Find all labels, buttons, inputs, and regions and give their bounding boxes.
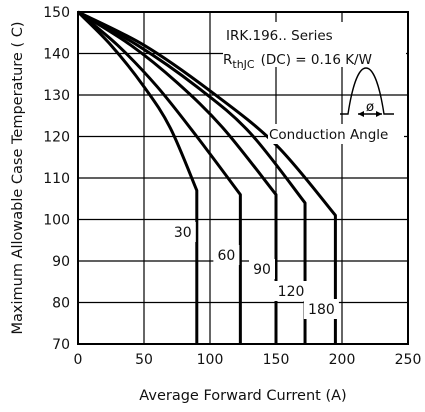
series-label-120: 120 [278, 284, 305, 300]
y-axis-label: Maximum Allowable Case Temperature ( C) [10, 21, 26, 334]
phi-symbol: ø [366, 99, 374, 115]
y-tick-3: 100 [43, 213, 70, 229]
series-line-180 [77, 10, 337, 344]
rthjc-value: (DC) = 0.16 K/W [261, 52, 372, 68]
x-tick-0: 0 [74, 352, 83, 368]
series-label-bg-90 [249, 259, 275, 279]
y-tick-8: 150 [43, 5, 70, 21]
series-label-90: 90 [253, 262, 271, 278]
conduction-label-bg [268, 124, 404, 144]
series-label-30: 30 [174, 225, 192, 241]
curves [76, 10, 337, 344]
x-tick-1: 50 [135, 352, 153, 368]
x-tick-2: 100 [197, 352, 224, 368]
series-label-bg-60 [213, 245, 240, 265]
y-tick-5: 120 [43, 130, 70, 146]
series-line-90 [77, 10, 278, 344]
x-tick-4: 200 [329, 352, 356, 368]
x-tick-5: 250 [395, 352, 422, 368]
rthjc-prefix: R [223, 52, 232, 68]
y-tick-7: 140 [43, 47, 70, 63]
series-label-60: 60 [217, 248, 235, 264]
x-tick-3: 150 [263, 352, 290, 368]
y-tick-1: 80 [52, 296, 70, 312]
y-tick-6: 130 [43, 88, 70, 104]
series-label-bg-120 [273, 281, 309, 301]
series-title: IRK.196.. Series [226, 28, 333, 44]
plot-frame [77, 11, 409, 345]
annotation-bg [223, 22, 406, 67]
conduction-waveform-icon [340, 67, 394, 117]
series-line-120 [77, 10, 307, 344]
x-axis-label: Average Forward Current (A) [139, 388, 346, 404]
rthjc-label: RthJC (DC) = 0.16 K/W [223, 52, 372, 71]
series-label-bg-180 [303, 299, 339, 319]
conduction-angle-label: Conduction Angle [269, 127, 388, 143]
y-tick-0: 70 [52, 337, 70, 353]
y-tick-4: 110 [43, 171, 70, 187]
series-line-30 [76, 10, 199, 344]
series-line-60 [77, 10, 242, 344]
series-label-bg-30 [169, 222, 196, 242]
y-tick-2: 90 [52, 254, 70, 270]
rthjc-subscript: thJC [232, 58, 255, 71]
series-label-180: 180 [308, 302, 335, 318]
x-tick-labels: 0 50 100 150 200 250 [74, 352, 422, 368]
y-tick-labels: 70 80 90 100 110 120 130 140 150 [43, 5, 70, 353]
